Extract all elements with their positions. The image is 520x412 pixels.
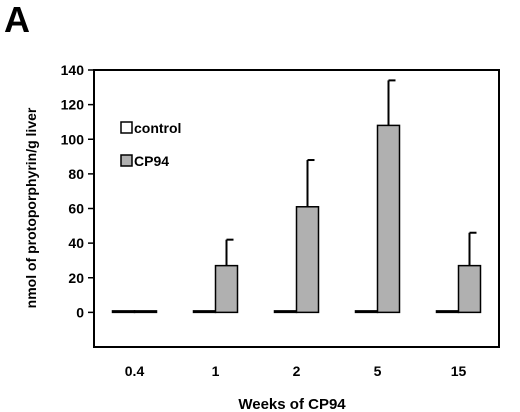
legend-swatch-control	[120, 121, 133, 134]
bar-cp94	[214, 264, 239, 314]
bar-cp94	[457, 264, 482, 314]
bar-control	[435, 310, 460, 314]
bar-control	[273, 310, 298, 314]
x-axis-title: Weeks of CP94	[238, 396, 346, 412]
x-axis: 0.4 1 2 5 15	[125, 363, 467, 379]
bar-cp94	[376, 124, 401, 314]
bars-group	[111, 79, 482, 314]
bar-control	[354, 310, 379, 314]
y-axis-title: nmol of protoporphyrin/g liver	[23, 107, 39, 308]
legend-label-control: control	[134, 120, 181, 136]
y-tick-label: 60	[68, 201, 84, 217]
x-tick-label: 0.4	[125, 363, 145, 379]
y-tick-label: 80	[68, 166, 84, 182]
legend: control CP94	[120, 120, 181, 169]
x-tick-label: 1	[212, 363, 220, 379]
bar-control	[192, 310, 217, 314]
y-tick-label: 140	[61, 62, 85, 78]
y-axis: 0 20 40 60 80 100 120 140	[61, 62, 94, 320]
y-tick-label: 100	[61, 131, 85, 147]
y-tick-label: 20	[68, 270, 84, 286]
y-tick-label: 120	[61, 97, 85, 113]
y-tick-label: 40	[68, 235, 84, 251]
bar-control	[111, 310, 136, 314]
bar-cp94	[133, 310, 158, 314]
legend-label-cp94: CP94	[134, 153, 169, 169]
panel-label: A	[4, 0, 30, 40]
legend-swatch-cp94	[120, 154, 133, 167]
y-tick-label: 0	[76, 304, 84, 320]
x-tick-label: 15	[451, 363, 467, 379]
x-tick-label: 2	[293, 363, 301, 379]
x-tick-label: 5	[374, 363, 382, 379]
bar-cp94	[295, 206, 320, 314]
